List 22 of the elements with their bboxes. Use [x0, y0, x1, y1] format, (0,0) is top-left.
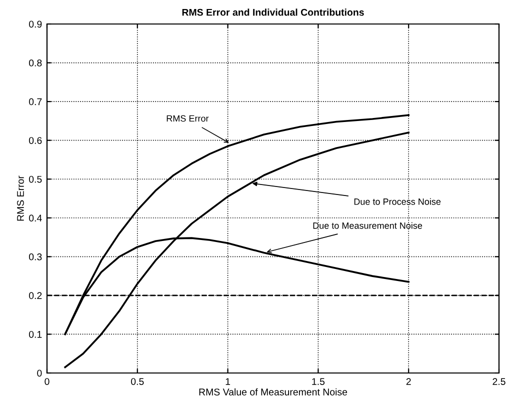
- x-tick-label: 2.5: [492, 378, 506, 385]
- x-tick-label: 0.5: [131, 378, 144, 385]
- x-tick-label: 2: [406, 378, 411, 385]
- x-tick-label: 1: [226, 378, 230, 385]
- y-tick-label: 0.1: [29, 330, 42, 338]
- x-tick-label: 1.5: [312, 378, 325, 385]
- y-tick-label: 0.5: [29, 176, 42, 183]
- y-tick-label: 0.2: [29, 292, 42, 300]
- y-tick-label: 0.3: [29, 253, 42, 260]
- annotation: Due to Measurement Noise: [313, 222, 422, 229]
- y-tick-label: 0.4: [29, 214, 42, 222]
- x-tick-label: 0: [44, 378, 50, 385]
- annotation: Due to Process Noise: [354, 198, 441, 205]
- chart-title: RMS Error and Individual Contributions: [182, 8, 364, 16]
- y-tick-label: 0.6: [29, 137, 42, 144]
- y-axis-title: RMS Error: [17, 176, 24, 221]
- y-tick-label: 0.9: [29, 20, 42, 28]
- annotation: RMS Error: [166, 115, 209, 122]
- x-axis-title: RMS Value of Measurement Noise: [199, 388, 348, 396]
- y-tick-label: 0.8: [29, 60, 42, 66]
- y-tick-label: 0.7: [29, 98, 42, 106]
- y-tick-label: 0: [37, 370, 42, 377]
